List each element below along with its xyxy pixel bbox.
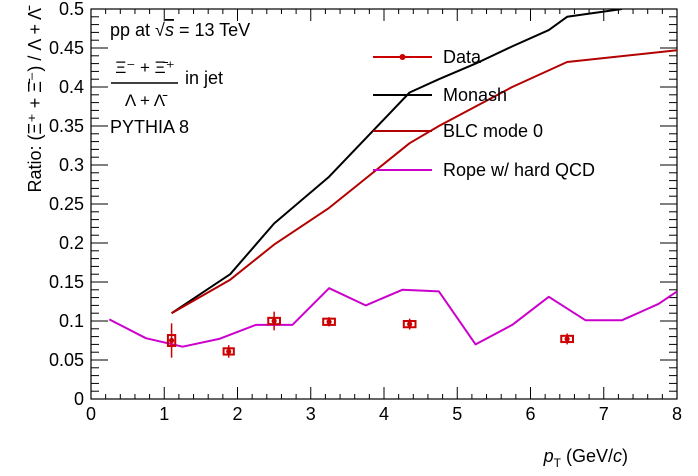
y-tick-label: 0.45 (49, 38, 84, 58)
annotation-block: pp at √s = 13 TeV Ξ⁻ + Ξ̄⁺ Λ + Λ̄ in jet… (110, 20, 250, 137)
data-point (407, 321, 413, 327)
legend-label: Rope w/ hard QCD (443, 160, 595, 180)
annotation-generator: PYTHIA 8 (110, 117, 189, 137)
y-tick-label: 0.3 (59, 155, 84, 175)
x-tick-label: 3 (306, 404, 316, 424)
data-sys-error-box (560, 334, 574, 344)
x-tick-label: 5 (452, 404, 462, 424)
data-sys-error-box (267, 316, 281, 326)
y-tick-label: 0.5 (59, 0, 84, 19)
legend-label: BLC mode 0 (443, 121, 543, 141)
series-line-1 (171, 9, 623, 315)
y-tick-label: 0.15 (49, 272, 84, 292)
plot-border (90, 8, 678, 400)
plot-frame (90, 8, 678, 400)
ratio-numerator: Ξ⁻ + Ξ̄⁺ (115, 58, 174, 77)
data-point (326, 319, 332, 325)
legend: Data Monash BLC mode 0 Rope w/ hard QCD (373, 47, 595, 180)
axis-ticks: 0 1 2 3 4 5 6 7 8 0 0.05 0.1 0.15 0.2 0.25 0.3 0.35 0.4 0.… (49, 0, 682, 424)
data-sys-error-box (322, 317, 336, 326)
y-tick-label: 0.1 (59, 311, 84, 331)
series-line-2 (171, 49, 677, 315)
data-sys-error-box (222, 347, 235, 356)
data-point (226, 348, 232, 355)
x-tick-label: 4 (379, 404, 389, 424)
x-tick-label: 6 (525, 404, 535, 424)
data-point (271, 318, 277, 324)
series-clip-group (108, 9, 677, 348)
x-tick-label: 1 (159, 404, 169, 424)
y-tick-label: 0.4 (59, 77, 84, 97)
x-tick-label: 8 (672, 404, 682, 424)
series-line-3 (108, 287, 677, 348)
legend-swatch-marker (399, 54, 406, 60)
annotation-in-jet: in jet (185, 68, 223, 88)
series-layer (108, 9, 677, 358)
legend-label: Data (443, 47, 482, 67)
x-tick-label: 2 (232, 404, 242, 424)
ratio-denominator: Λ + Λ̄ (125, 91, 168, 110)
y-tick-label: 0 (74, 389, 84, 409)
y-axis-label: Ratio: (Ξ⁺ + Ξ̄⁻) / Λ + Λ̄ (25, 5, 45, 193)
annotation-collision-system: pp at √s = 13 TeV (110, 20, 250, 40)
y-tick-label: 0.2 (59, 233, 84, 253)
data-point (564, 336, 570, 342)
data-point (168, 337, 175, 344)
x-tick-label: 0 (86, 404, 96, 424)
x-tick-label: 7 (599, 404, 609, 424)
y-tick-label: 0.25 (49, 194, 84, 214)
y-tick-label: 0.05 (49, 350, 84, 370)
x-axis-label: pT (GeV/c) (543, 446, 628, 470)
data-sys-error-box (166, 334, 177, 347)
legend-label: Monash (443, 85, 507, 105)
y-tick-label: 0.35 (49, 116, 84, 136)
data-sys-error-box (402, 320, 417, 329)
